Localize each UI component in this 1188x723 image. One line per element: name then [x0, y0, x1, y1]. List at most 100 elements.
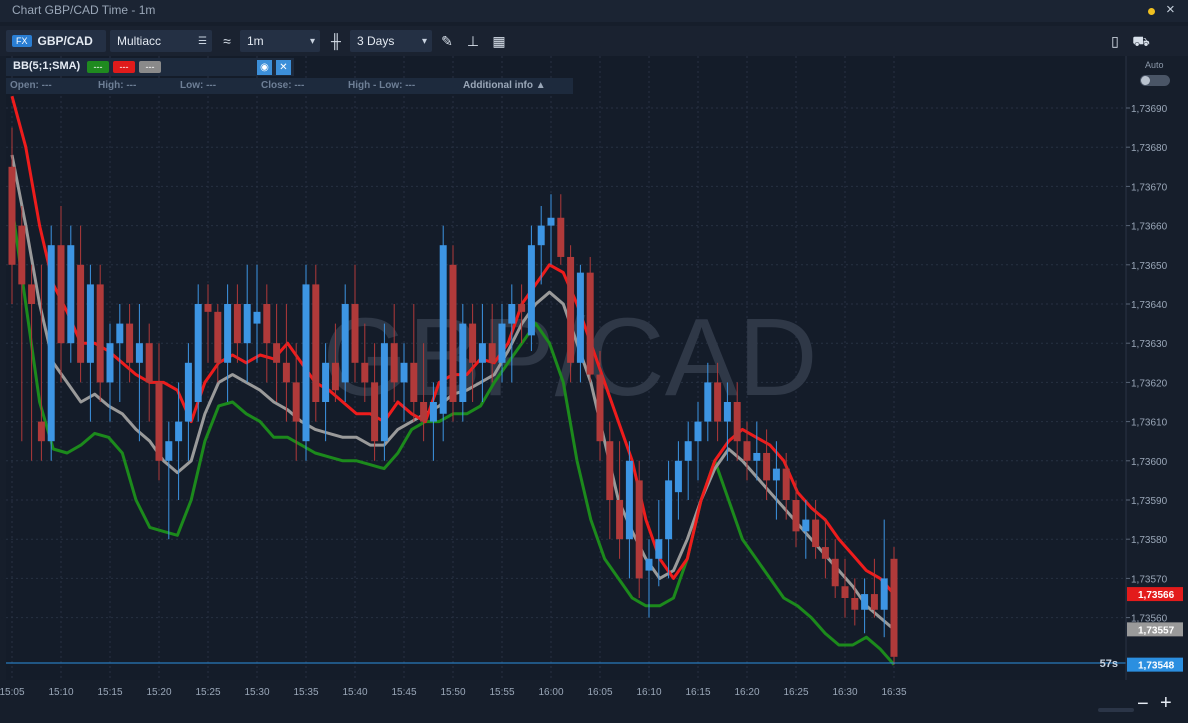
middle-band-swatch[interactable]: --- — [139, 61, 161, 73]
candle-countdown: 57s — [1100, 658, 1118, 670]
x-tick-label: 16:30 — [832, 687, 857, 698]
indicator-icon[interactable]: ⊥ — [466, 33, 480, 49]
table-icon[interactable]: ▦ — [492, 33, 506, 49]
candle-body — [527, 245, 535, 336]
open-label: Open: --- — [10, 80, 52, 91]
lower-band-swatch[interactable]: --- — [87, 61, 109, 73]
candle-body — [145, 343, 153, 383]
candle-body — [841, 586, 849, 598]
candle-body — [400, 362, 408, 383]
pencil-icon[interactable]: ✎ — [441, 33, 453, 49]
auto-scale-control[interactable]: Auto — [1140, 60, 1172, 90]
close-window-button[interactable]: × — [1166, 1, 1175, 18]
candle-body — [273, 343, 281, 363]
x-tick-label: 16:05 — [587, 687, 612, 698]
candle-body — [312, 284, 320, 402]
candle-body — [361, 362, 369, 383]
high-low-label: High - Low: --- — [348, 80, 416, 91]
candle-body — [478, 343, 486, 363]
plot-background — [6, 56, 1126, 680]
upper-band-swatch[interactable]: --- — [113, 61, 135, 73]
window-titlebar: Chart GBP/CAD Time - 1m × — [0, 0, 1188, 22]
trade-ticket-icon[interactable]: ▯ — [1111, 33, 1119, 49]
candle-body — [67, 245, 75, 344]
x-tick-label: 15:50 — [440, 687, 465, 698]
cart-icon[interactable]: ⛟ — [1132, 33, 1150, 49]
candle-body — [733, 402, 741, 442]
candle-body — [47, 245, 55, 442]
y-tick-label: 1,73660 — [1131, 222, 1168, 233]
candle-body — [18, 225, 26, 285]
x-tick-label: 15:55 — [489, 687, 514, 698]
bottom-bar — [0, 700, 1188, 723]
upper-band-price-label: 1,73566 — [1138, 590, 1175, 601]
candle-body — [439, 245, 447, 414]
additional-info-toggle[interactable]: Additional info ▲ — [463, 80, 546, 91]
y-tick-label: 1,73630 — [1131, 339, 1168, 350]
candle-body — [606, 441, 614, 500]
candle-body — [547, 217, 555, 226]
zoom-in-button[interactable]: + — [1160, 692, 1172, 714]
range-select[interactable]: 3 Days ▾ — [350, 30, 432, 52]
candle-body — [292, 382, 300, 422]
account-selector[interactable]: Multiacc ☰ — [110, 30, 212, 52]
close-label: Close: --- — [261, 80, 305, 91]
chart-type-icon[interactable]: ≈ — [223, 33, 231, 49]
candle-body — [282, 362, 290, 383]
y-tick-label: 1,73570 — [1131, 574, 1168, 585]
candle-body — [351, 304, 359, 363]
candle-body — [518, 304, 526, 312]
eye-icon[interactable]: ◉ — [257, 60, 272, 75]
symbol-selector[interactable]: FX GBP/CAD — [6, 30, 106, 52]
x-tick-label: 15:20 — [146, 687, 171, 698]
y-tick-label: 1,73680 — [1131, 143, 1168, 154]
candle-body — [37, 421, 45, 442]
account-user-icon: ☰ — [198, 35, 207, 47]
candle-body — [165, 441, 173, 461]
zoom-out-button[interactable]: − — [1137, 693, 1149, 715]
candle-body — [449, 264, 457, 402]
candle-body — [645, 558, 653, 571]
candle-body — [763, 452, 771, 481]
candle-body — [714, 382, 722, 422]
candle-body — [204, 304, 212, 312]
remove-indicator-icon[interactable]: ✕ — [276, 60, 291, 75]
candles-icon[interactable]: ╫ — [331, 33, 341, 49]
candle-body — [880, 578, 888, 610]
current-price-label: 1,73548 — [1138, 661, 1175, 672]
candle-body — [106, 343, 114, 383]
auto-scale-toggle[interactable] — [1140, 75, 1170, 86]
candle-body — [194, 304, 202, 402]
candle-body — [263, 304, 271, 344]
candle-body — [655, 539, 663, 559]
y-tick-label: 1,73610 — [1131, 418, 1168, 429]
candle-body — [665, 480, 673, 540]
ohlc-info-bar: Open: --- High: --- Low: --- Close: --- … — [6, 78, 573, 94]
middle-band-price-label: 1,73557 — [1138, 625, 1175, 636]
x-tick-label: 15:35 — [293, 687, 318, 698]
x-tick-label: 15:05 — [0, 687, 25, 698]
candle-body — [341, 304, 349, 383]
candle-body — [96, 284, 104, 383]
candle-body — [243, 304, 251, 344]
candle-body — [674, 460, 682, 493]
horizontal-scrollbar[interactable] — [1098, 708, 1134, 712]
candle-body — [723, 402, 731, 422]
candle-body — [488, 343, 496, 363]
timeframe-select[interactable]: 1m ▾ — [240, 30, 320, 52]
candles — [8, 127, 898, 665]
symbol-label: GBP/CAD — [37, 34, 93, 48]
candle-body — [812, 519, 820, 548]
y-tick-label: 1,73590 — [1131, 496, 1168, 507]
candle-body — [420, 402, 428, 422]
candle-body — [77, 264, 85, 363]
x-axis: 15:05 15:10 15:15 15:20 15:25 15:30 15:35 15:40… — [0, 687, 907, 698]
x-tick-label: 15:10 — [48, 687, 73, 698]
candle-body — [831, 558, 839, 587]
y-tick-label: 1,73560 — [1131, 614, 1168, 625]
candle-body — [135, 343, 143, 363]
chevron-down-icon: ▾ — [309, 35, 315, 47]
candle-body — [175, 421, 183, 442]
range-value: 3 Days — [357, 34, 395, 48]
